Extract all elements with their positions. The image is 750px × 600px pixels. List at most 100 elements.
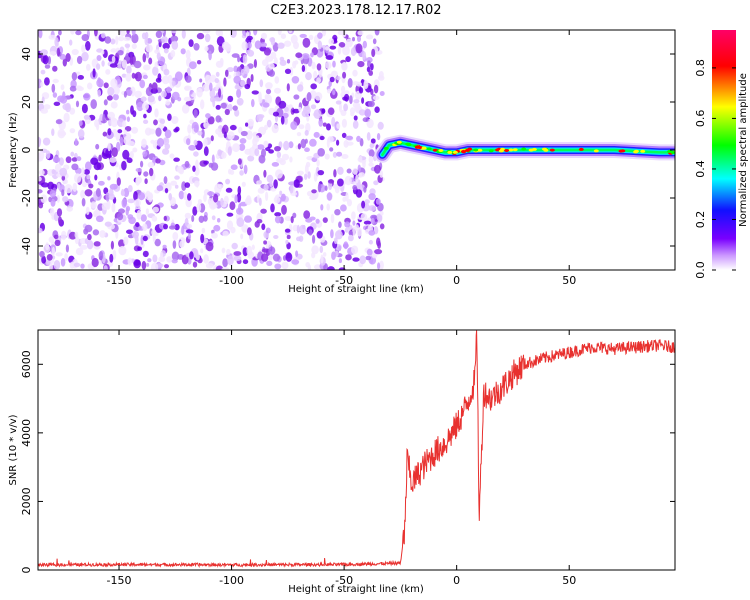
noise-blob xyxy=(373,84,379,94)
noise-blob xyxy=(173,157,180,162)
noise-blob xyxy=(352,69,358,77)
noise-blob xyxy=(117,212,124,221)
noise-blob xyxy=(261,253,269,262)
noise-blob xyxy=(271,162,280,167)
noise-blob xyxy=(227,103,233,112)
noise-blob xyxy=(261,148,266,158)
noise-blob xyxy=(251,244,255,251)
noise-blob xyxy=(345,135,353,140)
noise-blob xyxy=(105,192,110,202)
noise-blob xyxy=(324,185,328,191)
noise-blob xyxy=(81,34,90,42)
noise-blob xyxy=(96,78,104,88)
noise-blob xyxy=(301,53,310,60)
noise-blob xyxy=(74,173,82,184)
noise-blob xyxy=(302,37,311,48)
noise-blob xyxy=(377,121,384,130)
noise-blob xyxy=(158,95,162,102)
spectrogram-panel: -150 -100 -50 0 50 -40 -20 0 20 40 Height of str… xyxy=(8,29,676,295)
noise-blob xyxy=(38,30,43,39)
noise-blob xyxy=(271,124,279,134)
noise-blob xyxy=(112,249,117,260)
noise-blob xyxy=(39,250,45,258)
noise-blob xyxy=(134,71,142,82)
noise-blob xyxy=(211,215,216,221)
colorbar-tick-label: 0.6 xyxy=(694,110,707,128)
noise-blob xyxy=(220,102,227,109)
noise-blob xyxy=(183,191,188,201)
noise-blob xyxy=(210,135,214,142)
noise-blob xyxy=(154,61,159,68)
noise-blob xyxy=(340,204,347,212)
noise-blob xyxy=(80,263,85,269)
noise-blob xyxy=(240,79,246,87)
noise-blob xyxy=(309,138,317,147)
noise-blob xyxy=(283,140,290,151)
signal-hotspot xyxy=(447,150,453,154)
noise-blob xyxy=(218,88,222,98)
noise-blob xyxy=(265,82,273,90)
noise-blob xyxy=(77,129,85,139)
noise-blob xyxy=(116,177,121,186)
signal-hotspot xyxy=(512,148,518,152)
noise-blob xyxy=(221,151,227,159)
noise-blob xyxy=(279,190,283,196)
noise-blob xyxy=(155,158,161,164)
noise-blob xyxy=(191,215,195,222)
noise-blob xyxy=(193,109,198,119)
noise-blob xyxy=(376,133,381,141)
signal-hotspot xyxy=(406,143,412,147)
noise-blob xyxy=(94,174,98,181)
noise-blob xyxy=(230,164,238,170)
noise-blob xyxy=(207,116,215,125)
noise-blob xyxy=(152,233,156,243)
noise-blob xyxy=(109,157,117,163)
noise-blob xyxy=(141,102,149,111)
noise-blob xyxy=(344,175,352,186)
noise-blob xyxy=(131,33,139,44)
noise-blob xyxy=(277,42,285,49)
noise-blob xyxy=(172,240,177,249)
noise-blob xyxy=(234,194,238,204)
noise-blob xyxy=(70,30,75,35)
noise-blob xyxy=(274,87,281,94)
noise-blob xyxy=(227,255,234,266)
noise-blob xyxy=(343,241,349,250)
noise-blob xyxy=(232,105,238,111)
noise-blob xyxy=(170,50,176,58)
noise-blob xyxy=(353,115,358,121)
noise-blob xyxy=(103,99,108,106)
noise-blob xyxy=(326,123,331,131)
noise-blob xyxy=(336,139,340,146)
noise-blob xyxy=(379,170,384,178)
noise-blob xyxy=(180,48,186,55)
noise-blob xyxy=(226,248,231,256)
noise-blob xyxy=(76,156,82,162)
noise-blob xyxy=(65,53,71,62)
noise-blob xyxy=(363,186,367,193)
noise-blob xyxy=(231,242,238,250)
noise-blob xyxy=(266,174,274,183)
noise-blob xyxy=(282,112,289,119)
noise-blob xyxy=(226,220,234,230)
noise-blob xyxy=(356,81,362,87)
noise-blob xyxy=(343,90,350,96)
noise-blob xyxy=(163,223,168,230)
noise-blob xyxy=(256,144,265,150)
noise-blob xyxy=(292,108,300,114)
noise-blob xyxy=(133,60,142,69)
noise-blob xyxy=(107,111,115,120)
noise-blob xyxy=(281,153,290,161)
noise-blob xyxy=(233,255,242,261)
noise-blob xyxy=(227,131,235,140)
noise-blob xyxy=(235,71,241,78)
noise-blob xyxy=(64,184,73,194)
noise-blob xyxy=(107,128,112,136)
noise-blob xyxy=(289,66,294,76)
noise-blob xyxy=(321,30,327,37)
noise-blob xyxy=(257,187,265,194)
noise-blob xyxy=(65,102,71,113)
noise-blob xyxy=(126,116,130,122)
noise-blob xyxy=(47,56,51,65)
noise-blob xyxy=(203,215,208,222)
